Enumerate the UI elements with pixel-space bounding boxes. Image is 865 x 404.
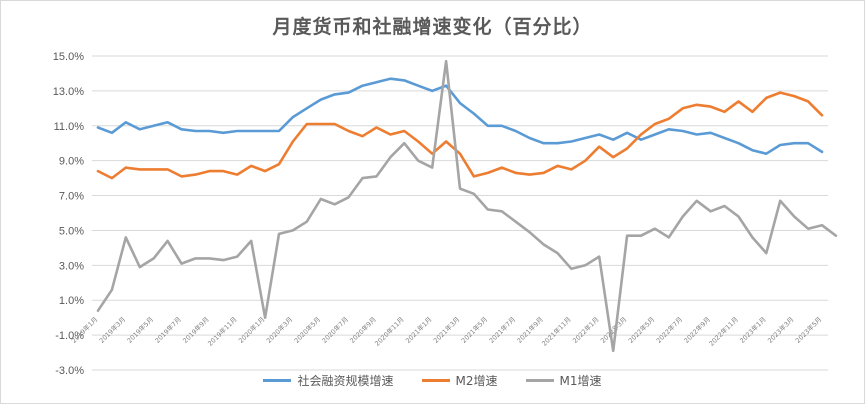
x-tick-label: 2022年11月: [707, 315, 740, 348]
legend-item-1: 社会融资规模增速: [263, 372, 394, 389]
x-tick-label: 2021年7月: [487, 315, 517, 345]
x-tick-label: 2019年7月: [153, 315, 183, 345]
x-tick-label: 2019年3月: [97, 315, 127, 345]
legend-item-2: M2增速: [421, 372, 498, 389]
legend-swatch: [421, 379, 450, 382]
x-tick-label: 2023年5月: [793, 315, 823, 345]
legend-swatch: [525, 379, 554, 382]
x-tick-label: 2021年3月: [431, 315, 461, 345]
y-tick-label: 11.0%: [54, 121, 85, 133]
y-tick-label: 7.0%: [59, 191, 84, 203]
x-tick-label: 2020年9月: [348, 315, 378, 345]
chart-title: 月度货币和社融增速变化（百分比）: [272, 16, 593, 38]
legend-item-3: M1增速: [525, 372, 602, 389]
legend-swatch: [263, 379, 292, 382]
y-tick-label: 9.0%: [59, 156, 84, 168]
x-tick-label: 2021年5月: [459, 315, 489, 345]
legend-label: 社会融资规模增速: [297, 374, 394, 388]
x-axis: 2019年1月2019年3月2019年5月2019年7月2019年9月2019年…: [69, 315, 823, 348]
y-tick-label: -1.0%: [55, 330, 84, 342]
gridlines: [92, 55, 828, 371]
x-tick-label: 2023年3月: [765, 315, 795, 345]
legend-label: M2增速: [455, 374, 498, 388]
y-tick-label: 1.0%: [59, 295, 84, 307]
series-line-1: [96, 77, 824, 155]
x-tick-label: 2021年11月: [540, 315, 573, 348]
x-tick-label: 2020年1月: [236, 315, 266, 345]
y-tick-label: 3.0%: [59, 260, 84, 272]
y-tick-label: 15.0%: [53, 51, 84, 63]
x-tick-label: 2019年9月: [181, 315, 211, 345]
y-axis: -3.0% -1.0% 1.0% 3.0% 5.0% 7.0% 9.0% 11.0% 13.0%…: [53, 51, 84, 377]
y-tick-label: 5.0%: [59, 225, 84, 237]
series-lines: [96, 59, 838, 353]
x-tick-label: 2022年9月: [682, 315, 712, 345]
x-tick-label: 2021年9月: [515, 315, 545, 345]
y-tick-label: 13.0%: [53, 86, 84, 98]
x-tick-label: 2020年5月: [292, 315, 322, 345]
x-tick-label: 2022年5月: [626, 315, 656, 345]
x-tick-label: 2022年7月: [654, 315, 684, 345]
y-tick-label: -3.0%: [55, 365, 84, 377]
legend-label: M1增速: [559, 374, 602, 388]
x-tick-label: 2019年5月: [125, 315, 155, 345]
series-line-2: [96, 91, 824, 180]
x-tick-label: 2023年1月: [738, 315, 768, 345]
series-line-3: [96, 59, 838, 353]
x-tick-label: 2021年1月: [403, 315, 433, 345]
x-tick-label: 2020年3月: [264, 315, 294, 345]
legend: 社会融资规模增速 M2增速 M1增速: [0, 372, 865, 389]
x-tick-label: 2022年1月: [570, 315, 600, 345]
x-tick-label: 2020年7月: [320, 315, 350, 345]
x-tick-label: 2019年11月: [206, 315, 239, 348]
x-tick-label: 2020年11月: [373, 315, 406, 348]
